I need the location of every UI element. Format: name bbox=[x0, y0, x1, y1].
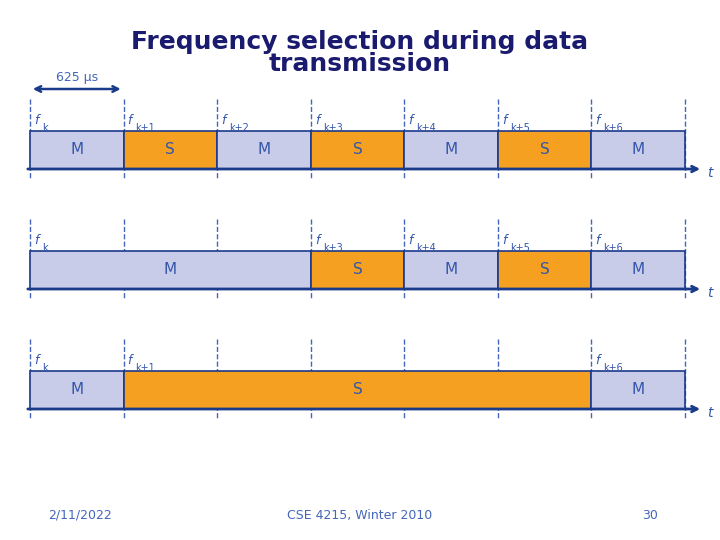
Bar bbox=[124, 371, 591, 409]
Text: k+6: k+6 bbox=[603, 123, 624, 133]
Text: f: f bbox=[34, 234, 38, 247]
Text: S: S bbox=[166, 141, 175, 157]
Text: Frequency selection during data: Frequency selection during data bbox=[132, 30, 588, 54]
Bar bbox=[311, 131, 405, 169]
Text: f: f bbox=[315, 234, 319, 247]
Text: k+2: k+2 bbox=[229, 123, 249, 133]
Text: t: t bbox=[707, 166, 713, 180]
Text: CSE 4215, Winter 2010: CSE 4215, Winter 2010 bbox=[287, 509, 433, 522]
Text: k+1: k+1 bbox=[135, 123, 156, 133]
Text: k+5: k+5 bbox=[510, 243, 530, 253]
Text: k+4: k+4 bbox=[416, 123, 436, 133]
Bar bbox=[405, 251, 498, 289]
Text: 625 µs: 625 µs bbox=[55, 71, 98, 84]
Text: f: f bbox=[595, 234, 600, 247]
Bar bbox=[217, 131, 311, 169]
Text: k+3: k+3 bbox=[323, 123, 343, 133]
Text: transmission: transmission bbox=[269, 52, 451, 76]
Text: S: S bbox=[353, 381, 362, 396]
Bar bbox=[30, 131, 124, 169]
Text: M: M bbox=[631, 141, 645, 157]
Text: k+3: k+3 bbox=[323, 243, 343, 253]
Bar bbox=[405, 131, 498, 169]
Text: k+1: k+1 bbox=[135, 363, 156, 373]
Text: M: M bbox=[71, 381, 84, 396]
Bar bbox=[30, 251, 311, 289]
Text: t: t bbox=[707, 286, 713, 300]
Text: S: S bbox=[540, 261, 549, 276]
Text: f: f bbox=[408, 234, 413, 247]
Text: f: f bbox=[595, 354, 600, 367]
Text: k+5: k+5 bbox=[510, 123, 530, 133]
Bar bbox=[591, 371, 685, 409]
Bar bbox=[498, 131, 591, 169]
Text: k+4: k+4 bbox=[416, 243, 436, 253]
Bar bbox=[30, 371, 124, 409]
Text: S: S bbox=[353, 261, 362, 276]
Text: f: f bbox=[502, 234, 506, 247]
Text: S: S bbox=[540, 141, 549, 157]
Text: f: f bbox=[408, 114, 413, 127]
Text: f: f bbox=[595, 114, 600, 127]
Text: t: t bbox=[707, 406, 713, 420]
Text: 2/11/2022: 2/11/2022 bbox=[48, 509, 112, 522]
Text: f: f bbox=[34, 354, 38, 367]
Text: f: f bbox=[127, 114, 132, 127]
Bar bbox=[591, 251, 685, 289]
Text: S: S bbox=[353, 141, 362, 157]
Bar bbox=[591, 131, 685, 169]
Text: M: M bbox=[444, 261, 458, 276]
Bar bbox=[498, 251, 591, 289]
Text: f: f bbox=[502, 114, 506, 127]
Bar bbox=[311, 251, 405, 289]
Text: M: M bbox=[71, 141, 84, 157]
Text: M: M bbox=[163, 261, 177, 276]
Text: M: M bbox=[631, 261, 645, 276]
Text: k: k bbox=[42, 243, 48, 253]
Text: f: f bbox=[221, 114, 225, 127]
Text: k+6: k+6 bbox=[603, 363, 624, 373]
Text: k+6: k+6 bbox=[603, 243, 624, 253]
Text: k: k bbox=[42, 123, 48, 133]
Text: 30: 30 bbox=[642, 509, 658, 522]
Text: k: k bbox=[42, 363, 48, 373]
Text: M: M bbox=[257, 141, 271, 157]
Text: f: f bbox=[34, 114, 38, 127]
Text: M: M bbox=[631, 381, 645, 396]
Text: f: f bbox=[127, 354, 132, 367]
Bar bbox=[124, 131, 217, 169]
Text: f: f bbox=[315, 114, 319, 127]
Text: M: M bbox=[444, 141, 458, 157]
